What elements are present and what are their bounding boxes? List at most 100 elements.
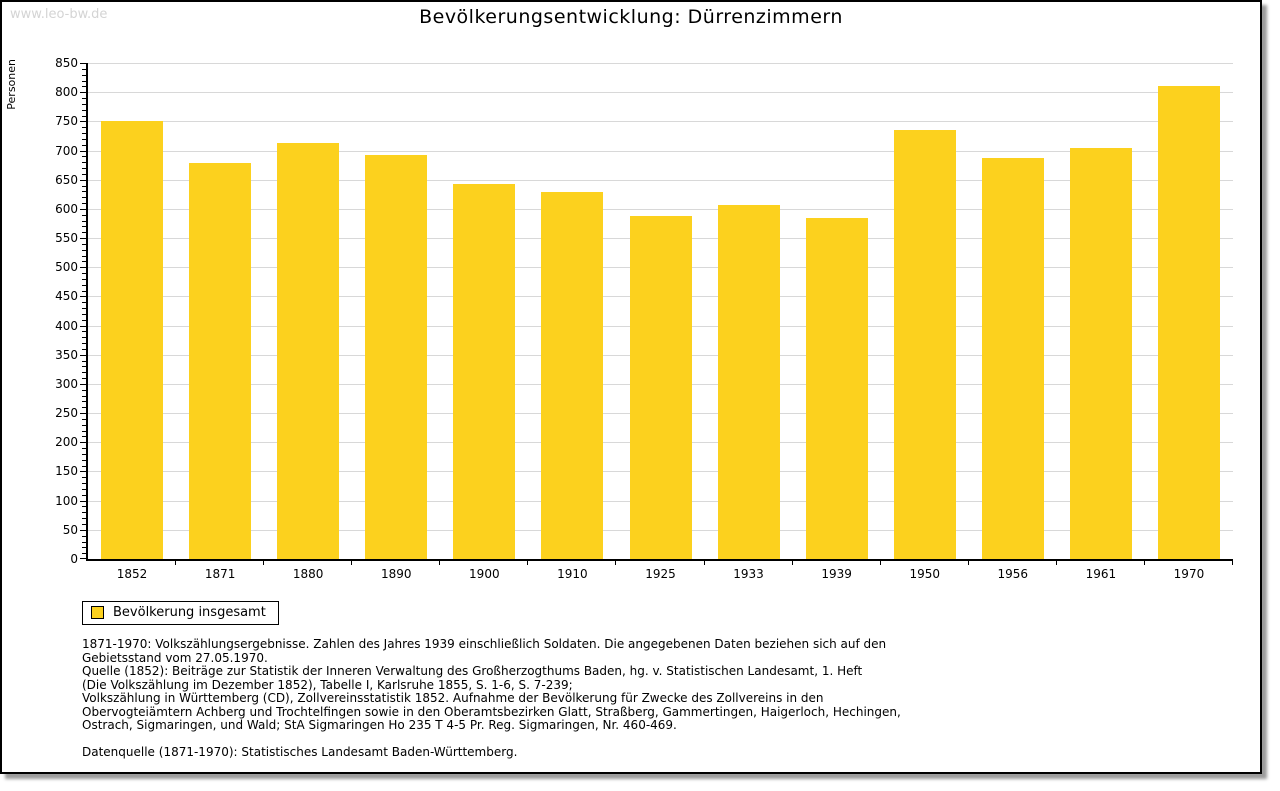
- x-tick-label: 1925: [645, 567, 676, 581]
- x-tick: [1055, 561, 1057, 565]
- legend-swatch-icon: [91, 606, 104, 619]
- y-tick-minor: [82, 115, 86, 117]
- y-tick-minor: [82, 319, 86, 321]
- y-tick-minor: [82, 343, 86, 345]
- y-tick: [80, 150, 86, 152]
- y-tick-label: 600: [55, 201, 78, 216]
- y-tick: [80, 413, 86, 415]
- y-tick-minor: [82, 553, 86, 555]
- y-tick-minor: [82, 372, 86, 374]
- x-tick-label: 1890: [380, 567, 412, 581]
- y-tick-minor: [82, 430, 86, 432]
- y-tick-label: 500: [55, 260, 78, 275]
- footer-source-lines: 1871-1970: Volkszählungsergebnisse. Zahl…: [82, 637, 942, 733]
- y-tick: [80, 296, 86, 298]
- y-tick-minor: [82, 68, 86, 70]
- y-tick-minor: [82, 535, 86, 537]
- gridline: [88, 150, 1233, 152]
- footer-line: 1871-1970: Volkszählungsergebnisse. Zahl…: [82, 637, 887, 651]
- y-tick-minor: [82, 127, 86, 129]
- y-tick-label: 100: [55, 493, 78, 508]
- y-tick-minor: [82, 162, 86, 164]
- y-tick-minor: [82, 308, 86, 310]
- y-tick-minor: [82, 541, 86, 543]
- bar: [541, 191, 604, 559]
- x-tick-label: 1970: [1173, 567, 1205, 581]
- y-tick: [80, 558, 86, 559]
- y-tick-minor: [82, 133, 86, 135]
- bar: [893, 130, 956, 559]
- gridline: [88, 63, 1233, 64]
- y-tick-minor: [82, 290, 86, 292]
- y-tick-minor: [82, 331, 86, 333]
- y-tick-minor: [82, 168, 86, 170]
- bar: [453, 183, 516, 559]
- y-tick: [80, 529, 86, 531]
- y-tick-minor: [82, 173, 86, 175]
- gridline: [88, 121, 1233, 123]
- y-tick: [80, 63, 86, 64]
- bar: [1157, 86, 1220, 559]
- y-tick-minor: [82, 226, 86, 228]
- y-tick-minor: [82, 261, 86, 263]
- x-tick-label: 1880: [292, 567, 324, 581]
- y-tick-minor: [82, 284, 86, 286]
- x-tick: [791, 561, 793, 565]
- plot-area: 0 50 100 150 200 250 300 350 400 450 500 550 600 650 7…: [55, 56, 1233, 581]
- y-tick: [80, 325, 86, 327]
- y-tick-minor: [82, 249, 86, 251]
- x-tick: [527, 561, 529, 565]
- footer-line: Gebietsstand vom 27.05.1970.: [82, 650, 268, 665]
- y-tick-minor: [82, 547, 86, 549]
- y-axis-title: Personen: [5, 59, 18, 110]
- y-tick-minor: [82, 109, 86, 111]
- y-tick-minor: [82, 459, 86, 461]
- y-tick-label: 750: [55, 114, 78, 129]
- x-tick-label: 1871: [204, 567, 236, 581]
- y-tick-label: 300: [55, 376, 78, 391]
- y-tick-minor: [82, 477, 86, 479]
- legend-label: Bevölkerung insgesamt: [113, 605, 266, 620]
- y-tick-label: 650: [55, 172, 78, 187]
- y-tick-minor: [82, 191, 86, 193]
- y-tick-minor: [82, 407, 86, 409]
- y-tick-minor: [82, 156, 86, 158]
- x-tick: [175, 561, 177, 565]
- y-tick-minor: [82, 220, 86, 222]
- y-tick-minor: [82, 185, 86, 187]
- y-tick-minor: [82, 255, 86, 257]
- y-tick-minor: [82, 389, 86, 391]
- y-tick-minor: [82, 448, 86, 450]
- y-tick-label: 850: [55, 56, 78, 70]
- y-tick-label: 0: [70, 552, 78, 566]
- x-tick: [1232, 561, 1233, 565]
- y-tick-minor: [82, 518, 86, 520]
- y-tick-minor: [82, 483, 86, 485]
- footer-notes: 1871-1970: Volkszählungsergebnisse. Zahl…: [82, 637, 942, 759]
- y-tick: [80, 471, 86, 473]
- y-tick: [80, 208, 86, 210]
- watermark: www.leo-bw.de: [10, 7, 108, 22]
- y-tick-label: 400: [55, 318, 78, 333]
- y-tick-minor: [82, 424, 86, 426]
- y-tick-minor: [82, 418, 86, 420]
- y-tick-minor: [82, 395, 86, 397]
- y-tick-minor: [82, 366, 86, 368]
- chart-title: Bevölkerungsentwicklung: Dürrenzimmern: [419, 6, 843, 28]
- y-tick: [80, 500, 86, 502]
- y-tick-label: 450: [55, 289, 78, 304]
- y-tick-minor: [82, 313, 86, 315]
- x-tick: [439, 561, 441, 565]
- y-tick-label: 700: [55, 143, 78, 158]
- y-tick-minor: [82, 378, 86, 380]
- y-tick-minor: [82, 337, 86, 339]
- y-tick-minor: [82, 273, 86, 275]
- bar: [365, 154, 428, 559]
- y-tick-minor: [82, 86, 86, 88]
- x-tick-label: 1933: [733, 567, 764, 581]
- y-tick-minor: [82, 302, 86, 304]
- x-tick: [351, 561, 353, 565]
- y-tick: [80, 354, 86, 356]
- x-tick: [263, 561, 265, 565]
- x-tick-label: 1852: [116, 567, 148, 581]
